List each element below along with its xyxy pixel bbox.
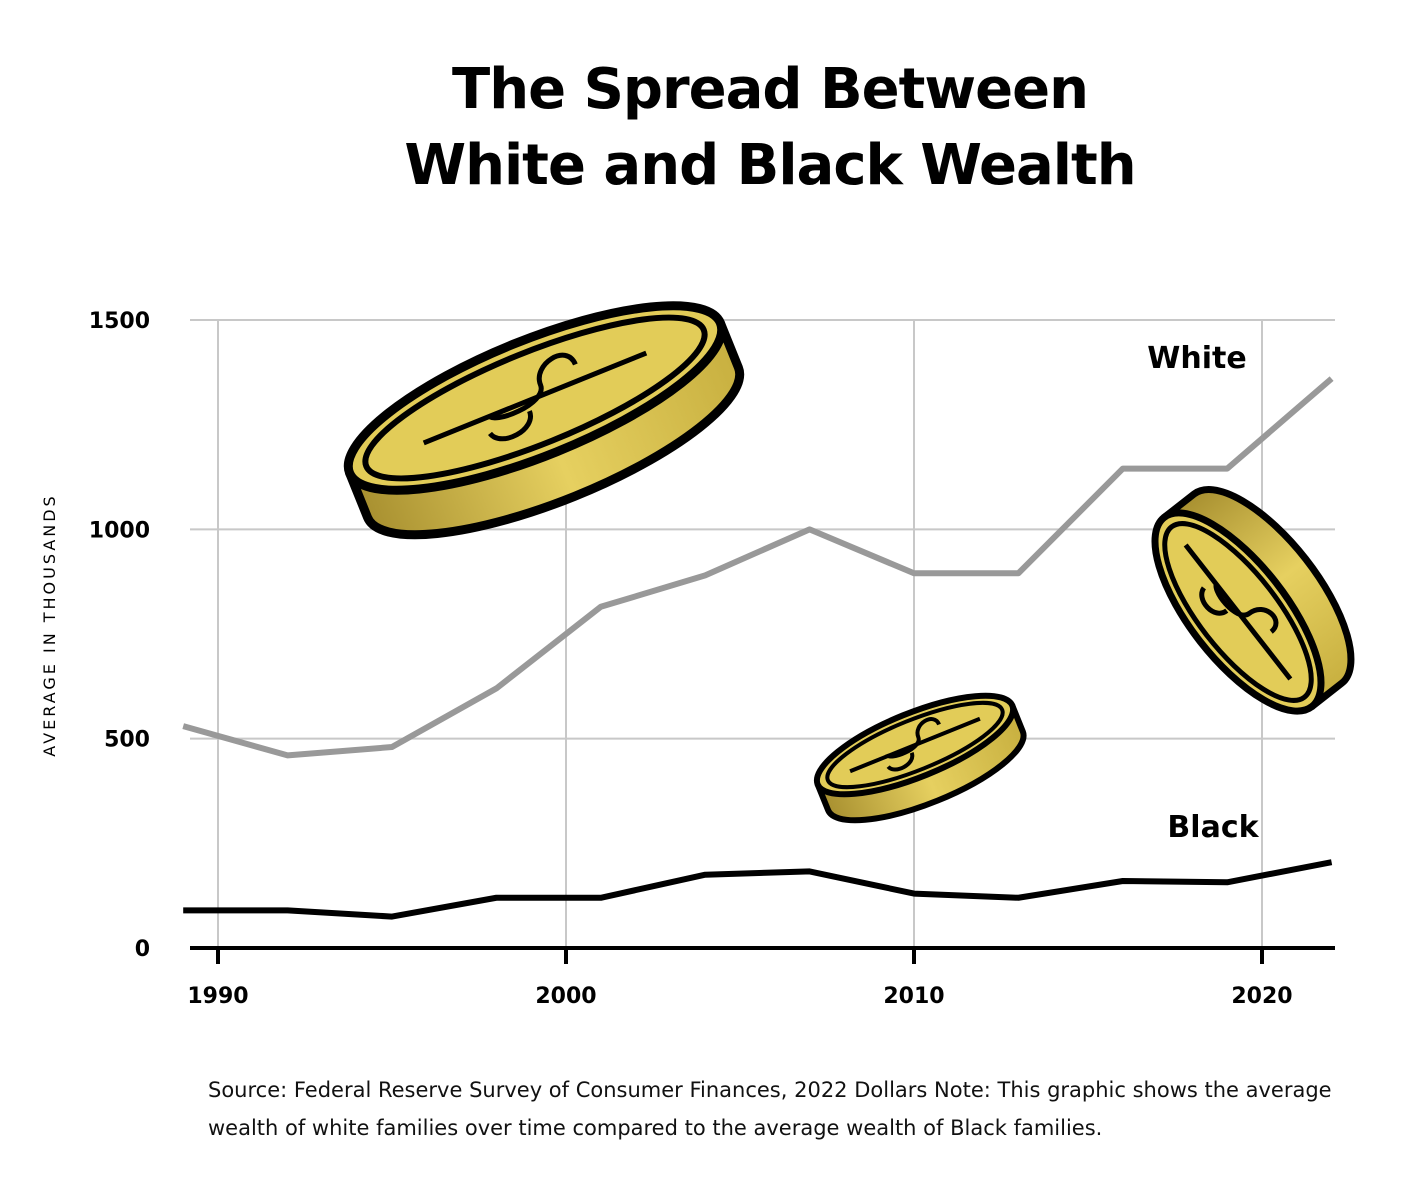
x-tick-labels: 1990 2000 2010 2020: [187, 984, 1292, 1009]
series-label-black: Black: [1167, 810, 1259, 845]
y-axis-label: AVERAGE IN THOUSANDS: [40, 493, 59, 756]
x-tick-label: 2000: [535, 984, 596, 1009]
y-tick-label: 1500: [89, 309, 150, 334]
grid-lines: [190, 319, 1335, 964]
series-label-white: White: [1147, 341, 1246, 376]
x-tick-label: 2010: [883, 984, 944, 1009]
series-lines: White Black: [182, 341, 1334, 920]
title-line-1: The Spread Between: [452, 57, 1089, 122]
coin-icon: [1151, 486, 1355, 715]
y-tick-label: 0: [135, 937, 150, 962]
series-line-black: [183, 859, 1333, 920]
x-tick-label: 1990: [187, 984, 248, 1009]
y-tick-label: 500: [104, 728, 150, 753]
y-tick-labels: 0 500 1000 1500: [89, 309, 150, 962]
series-line-white: [182, 376, 1334, 759]
chart-title: The Spread Between White and Black Wealt…: [0, 52, 1420, 204]
coin-icon: [343, 301, 745, 540]
y-tick-label: 1000: [89, 518, 150, 543]
x-tick-label: 2020: [1231, 984, 1292, 1009]
source-note: Source: Federal Reserve Survey of Consum…: [208, 1078, 1332, 1140]
coin-icon: [813, 692, 1027, 824]
title-line-2: White and Black Wealth: [404, 133, 1136, 198]
